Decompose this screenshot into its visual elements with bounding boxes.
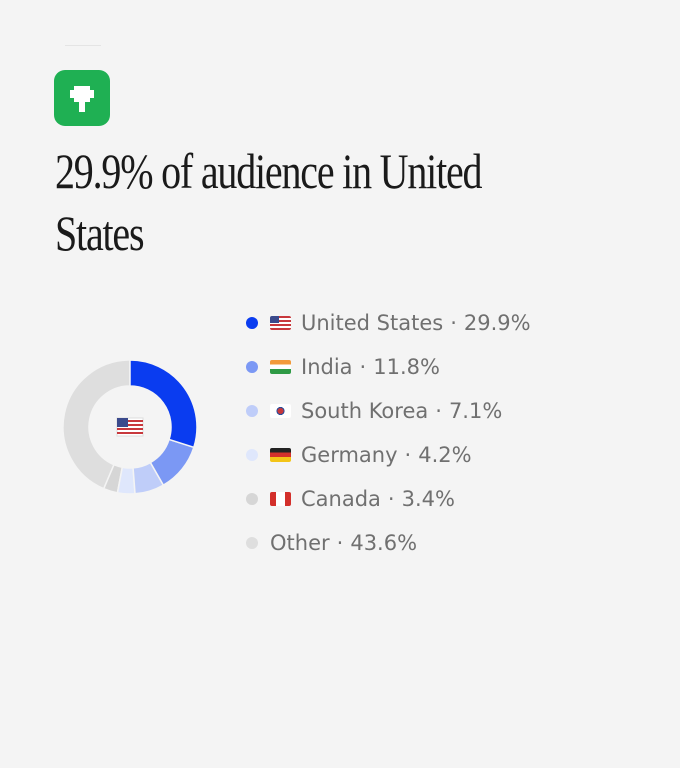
legend-flag <box>270 316 291 330</box>
legend-label: India <box>301 355 353 379</box>
legend-value: 11.8% <box>373 355 440 379</box>
donut-slice <box>116 466 136 495</box>
legend-separator: · <box>435 399 442 423</box>
legend-value: 3.4% <box>401 487 455 511</box>
legend-item: Canada · 3.4% <box>246 477 531 521</box>
divider <box>65 45 101 46</box>
legend-flag <box>270 360 291 374</box>
legend-value: 7.1% <box>448 399 503 423</box>
app-icon <box>54 70 110 126</box>
legend-value: 43.6% <box>350 531 418 555</box>
legend-dot <box>246 361 258 373</box>
chart-title: 29.9% of audience in United States <box>55 143 483 261</box>
donut-chart <box>62 359 198 495</box>
legend-separator: · <box>450 311 457 335</box>
donut-slice <box>149 438 195 487</box>
legend-dot <box>246 405 258 417</box>
donut-slice <box>62 359 131 490</box>
legend: United States · 29.9% India · 11.8% South Kore… <box>246 301 531 565</box>
legend-flag <box>270 448 291 462</box>
legend-item: South Korea · 7.1% <box>246 389 531 433</box>
legend-item: Germany · 4.2% <box>246 433 531 477</box>
donut-slice <box>129 359 198 449</box>
legend-separator: · <box>387 487 395 511</box>
legend-item: India · 11.8% <box>246 345 531 389</box>
legend-separator: · <box>336 531 344 555</box>
legend-item: Other · 43.6% <box>246 521 531 565</box>
center-flag <box>116 417 144 437</box>
legend-separator: · <box>404 443 412 467</box>
legend-flag <box>270 404 291 418</box>
legend-label: Germany <box>301 443 398 467</box>
legend-dot <box>246 537 258 549</box>
legend-value: 4.2% <box>418 443 472 467</box>
legend-label: United States <box>301 311 444 335</box>
legend-label: Other <box>270 531 330 555</box>
legend-dot <box>246 493 258 505</box>
legend-dot <box>246 317 258 329</box>
legend-flag <box>270 492 291 506</box>
legend-item: United States · 29.9% <box>246 301 531 345</box>
legend-separator: · <box>359 355 367 379</box>
legend-label: Canada <box>301 487 381 511</box>
legend-value: 29.9% <box>463 311 531 335</box>
legend-label: South Korea <box>301 399 429 423</box>
legend-dot <box>246 449 258 461</box>
donut-slice <box>132 461 165 495</box>
